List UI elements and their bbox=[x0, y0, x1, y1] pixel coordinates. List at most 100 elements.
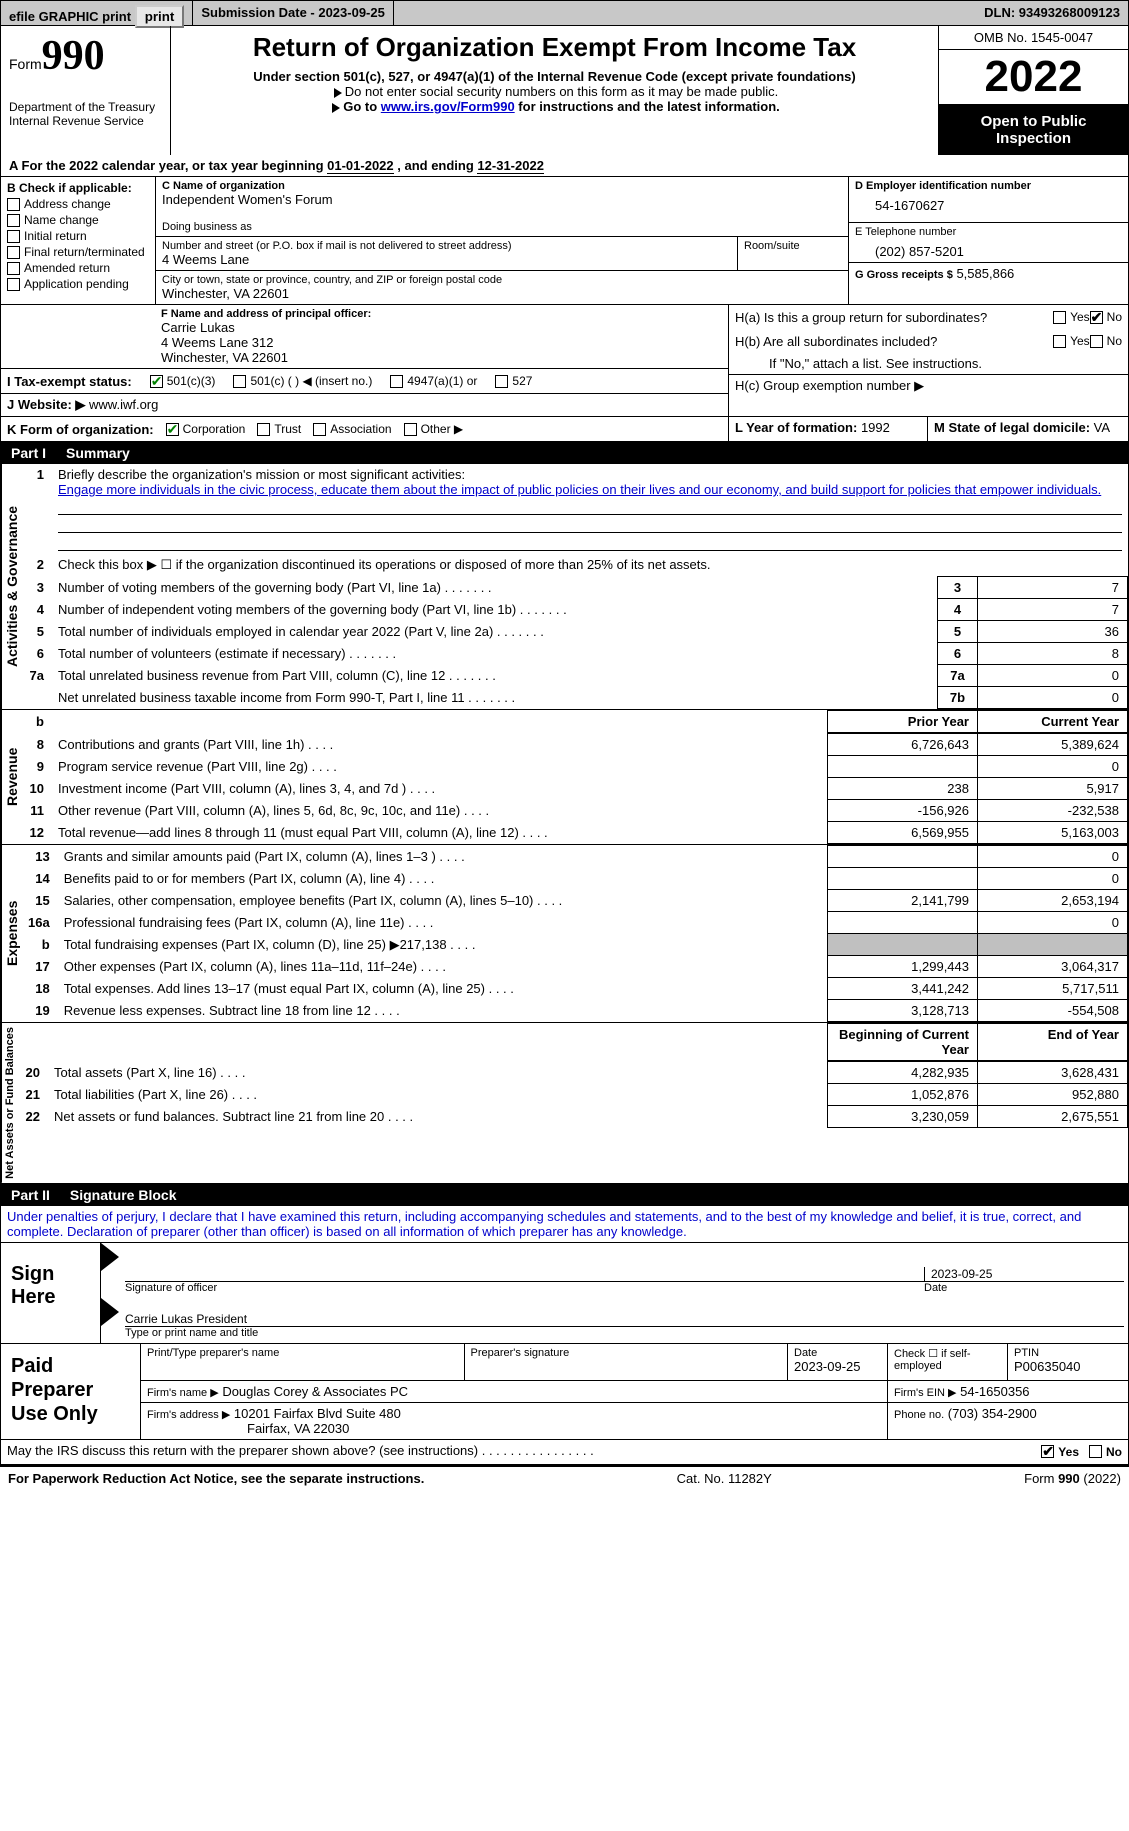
officer-addr2: Winchester, VA 22601 bbox=[161, 350, 722, 365]
check-address-change[interactable]: Address change bbox=[7, 197, 149, 211]
summary-row: 17Other expenses (Part IX, column (A), l… bbox=[22, 956, 1128, 978]
check-self[interactable]: Check ☐ if self-employed bbox=[888, 1344, 1008, 1380]
form-title: Return of Organization Exempt From Incom… bbox=[179, 32, 930, 63]
hb-note: If "No," attach a list. See instructions… bbox=[729, 353, 1128, 375]
check-final-return[interactable]: Final return/terminated bbox=[7, 245, 149, 259]
sign-here-label: Sign Here bbox=[1, 1243, 101, 1343]
sig-date: 2023-09-25 bbox=[924, 1267, 1124, 1281]
section-h: H(a) Is this a group return for subordin… bbox=[728, 305, 1128, 416]
prep-date-label: Date bbox=[794, 1347, 881, 1359]
firm-ein: 54-1650356 bbox=[960, 1384, 1029, 1399]
summary-row: 5Total number of individuals employed in… bbox=[22, 621, 1128, 643]
year-formation: 1992 bbox=[861, 420, 890, 435]
officer-label: F Name and address of principal officer: bbox=[161, 308, 722, 320]
check-other[interactable]: Other ▶ bbox=[404, 422, 464, 436]
discuss-label: May the IRS discuss this return with the… bbox=[7, 1443, 1041, 1461]
print-button[interactable]: print bbox=[135, 5, 185, 28]
check-trust[interactable]: Trust bbox=[257, 422, 301, 436]
officer-printed: Carrie Lukas President bbox=[125, 1302, 1124, 1327]
summary-row: 19Revenue less expenses. Subtract line 1… bbox=[22, 1000, 1128, 1022]
ha-yes[interactable]: Yes bbox=[1053, 310, 1090, 324]
dba-label: Doing business as bbox=[162, 221, 842, 233]
form-org-label: K Form of organization: bbox=[7, 422, 154, 437]
domicile-label: M State of legal domicile: bbox=[934, 420, 1090, 435]
firm-addr-label: Firm's address ▶ bbox=[147, 1409, 230, 1421]
hb-no[interactable]: No bbox=[1090, 334, 1122, 348]
org-name: Independent Women's Forum bbox=[162, 192, 842, 207]
website-value: www.iwf.org bbox=[89, 397, 158, 412]
summary-row: 8Contributions and grants (Part VIII, li… bbox=[22, 734, 1128, 756]
discuss-no[interactable]: No bbox=[1089, 1445, 1122, 1459]
summary-row: 16aProfessional fundraising fees (Part I… bbox=[22, 912, 1128, 934]
klm-block: K Form of organization: Corporation Trus… bbox=[0, 417, 1129, 442]
prep-date: 2023-09-25 bbox=[794, 1359, 881, 1374]
firm-addr2: Fairfax, VA 22030 bbox=[147, 1421, 349, 1436]
ha-no[interactable]: No bbox=[1090, 310, 1122, 324]
street-label: Number and street (or P.O. box if mail i… bbox=[162, 240, 731, 252]
officer-status-block: F Name and address of principal officer:… bbox=[0, 305, 1129, 417]
date-label: Date bbox=[924, 1282, 1124, 1294]
dln: DLN: 93493268009123 bbox=[976, 1, 1128, 25]
summary-row: 6Total number of volunteers (estimate if… bbox=[22, 643, 1128, 665]
firm-name-label: Firm's name ▶ bbox=[147, 1387, 219, 1399]
section-b-label: B Check if applicable: bbox=[7, 181, 149, 195]
col-current: Current Year bbox=[978, 711, 1128, 733]
summary-row: 3Number of voting members of the governi… bbox=[22, 577, 1128, 599]
check-527[interactable]: 527 bbox=[495, 374, 532, 388]
check-corp[interactable]: Corporation bbox=[166, 422, 246, 436]
year-formation-label: L Year of formation: bbox=[735, 420, 857, 435]
open-inspection: Open to Public Inspection bbox=[939, 105, 1128, 155]
section-b: B Check if applicable: Address change Na… bbox=[1, 177, 156, 304]
part2-header: Part IISignature Block bbox=[0, 1184, 1129, 1206]
part1-header: Part ISummary bbox=[1, 442, 1128, 464]
tax-year: 2022 bbox=[939, 50, 1128, 105]
form-note-link: Go to www.irs.gov/Form990 for instructio… bbox=[179, 99, 930, 114]
summary-row: 4Number of independent voting members of… bbox=[22, 599, 1128, 621]
mission-text[interactable]: Engage more individuals in the civic pro… bbox=[58, 482, 1101, 497]
hb-label: H(b) Are all subordinates included? bbox=[735, 334, 1053, 349]
irs-link[interactable]: www.irs.gov/Form990 bbox=[381, 99, 515, 114]
type-name-label: Type or print name and title bbox=[125, 1327, 1124, 1339]
summary-row: bTotal fundraising expenses (Part IX, co… bbox=[22, 934, 1128, 956]
irs-label: Internal Revenue Service bbox=[9, 114, 162, 128]
officer-addr1: 4 Weems Lane 312 bbox=[161, 335, 722, 350]
paid-prep-label: Paid Preparer Use Only bbox=[1, 1344, 141, 1439]
ptin: P00635040 bbox=[1014, 1359, 1122, 1374]
check-app-pending[interactable]: Application pending bbox=[7, 277, 149, 291]
summary-row: 13Grants and similar amounts paid (Part … bbox=[22, 846, 1128, 868]
street: 4 Weems Lane bbox=[162, 252, 731, 267]
firm-name: Douglas Corey & Associates PC bbox=[222, 1384, 408, 1399]
footer-right: Form 990 (2022) bbox=[1024, 1471, 1121, 1486]
sig-officer-label: Signature of officer bbox=[125, 1282, 924, 1294]
vlabel-netassets: Net Assets or Fund Balances bbox=[1, 1023, 18, 1183]
top-bar: efile GRAPHIC print print Submission Dat… bbox=[0, 0, 1129, 26]
check-4947[interactable]: 4947(a)(1) or bbox=[390, 374, 477, 388]
firm-phone-label: Phone no. bbox=[894, 1409, 944, 1421]
city: Winchester, VA 22601 bbox=[162, 286, 842, 301]
form-header: Form990 Department of the Treasury Inter… bbox=[0, 26, 1129, 155]
check-initial-return[interactable]: Initial return bbox=[7, 229, 149, 243]
footer-mid: Cat. No. 11282Y bbox=[677, 1471, 772, 1486]
summary-row: 15Salaries, other compensation, employee… bbox=[22, 890, 1128, 912]
summary-row: 10Investment income (Part VIII, column (… bbox=[22, 778, 1128, 800]
phone-value: (202) 857-5201 bbox=[855, 238, 1122, 259]
discuss-yes[interactable]: Yes bbox=[1041, 1445, 1079, 1459]
arrow-icon bbox=[101, 1243, 121, 1298]
footer-left: For Paperwork Reduction Act Notice, see … bbox=[8, 1471, 424, 1486]
section-c: C Name of organization Independent Women… bbox=[156, 177, 848, 304]
gross-label: G Gross receipts $ bbox=[855, 269, 953, 281]
check-assoc[interactable]: Association bbox=[313, 422, 391, 436]
city-label: City or town, state or province, country… bbox=[162, 274, 842, 286]
vlabel-revenue: Revenue bbox=[1, 710, 22, 844]
check-amended[interactable]: Amended return bbox=[7, 261, 149, 275]
hb-yes[interactable]: Yes bbox=[1053, 334, 1090, 348]
check-501c3[interactable]: 501(c)(3) bbox=[150, 374, 216, 388]
check-name-change[interactable]: Name change bbox=[7, 213, 149, 227]
firm-phone: (703) 354-2900 bbox=[948, 1406, 1037, 1421]
summary-row: 7aTotal unrelated business revenue from … bbox=[22, 665, 1128, 687]
tax-exempt-label: I Tax-exempt status: bbox=[7, 374, 132, 389]
print-name-label: Print/Type preparer's name bbox=[147, 1347, 458, 1359]
check-501c[interactable]: 501(c) ( ) ◀ (insert no.) bbox=[233, 374, 372, 388]
col-begin: Beginning of Current Year bbox=[828, 1024, 978, 1061]
declaration: Under penalties of perjury, I declare th… bbox=[1, 1206, 1128, 1243]
